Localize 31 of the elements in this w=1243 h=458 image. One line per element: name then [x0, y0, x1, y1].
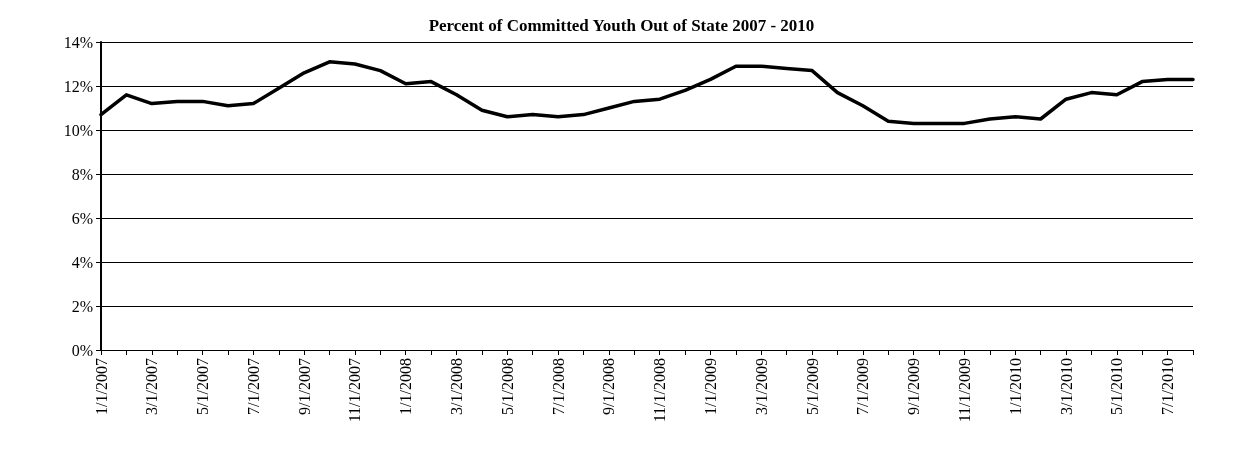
- x-tick-label: 3/1/2010: [1057, 358, 1075, 415]
- y-tick-label: 14%: [63, 33, 93, 51]
- x-tick-label: 9/1/2009: [905, 358, 923, 415]
- y-tick-label: 6%: [71, 209, 93, 227]
- x-tick-label: 5/1/2009: [803, 358, 821, 415]
- y-tick-label: 10%: [63, 121, 93, 139]
- x-tick-label: 3/1/2009: [752, 358, 770, 415]
- x-tick-label: 9/1/2007: [295, 358, 313, 415]
- x-tick-label: 7/1/2010: [1159, 358, 1177, 415]
- x-tick-label: 3/1/2008: [448, 358, 466, 415]
- x-tick-label: 1/1/2008: [397, 358, 415, 415]
- x-tick-label: 5/1/2010: [1108, 358, 1126, 415]
- x-tick-label: 7/1/2007: [244, 358, 262, 415]
- chart-title: Percent of Committed Youth Out of State 2007 - 2010: [428, 16, 815, 35]
- y-tick-label: 12%: [63, 77, 93, 95]
- x-tick-label: 5/1/2007: [194, 358, 212, 415]
- x-tick-label: 9/1/2008: [600, 358, 618, 415]
- y-tick-label: 8%: [71, 165, 93, 183]
- x-tick-label: 1/1/2007: [92, 358, 110, 415]
- x-tick-label: 1/1/2009: [701, 358, 719, 415]
- x-tick-label: 11/1/2008: [651, 358, 669, 423]
- y-tick-label: 0%: [71, 341, 93, 359]
- x-tick-label: 11/1/2009: [955, 358, 973, 423]
- x-tick-label: 7/1/2008: [549, 358, 567, 415]
- y-tick-label: 4%: [71, 253, 93, 271]
- x-tick-label: 7/1/2009: [854, 358, 872, 415]
- x-tick-label: 5/1/2008: [498, 358, 516, 415]
- x-tick-label: 1/1/2010: [1006, 358, 1024, 415]
- x-tick-label: 11/1/2007: [346, 358, 364, 423]
- y-tick-label: 2%: [71, 297, 93, 315]
- x-tick-label: 3/1/2007: [143, 358, 161, 415]
